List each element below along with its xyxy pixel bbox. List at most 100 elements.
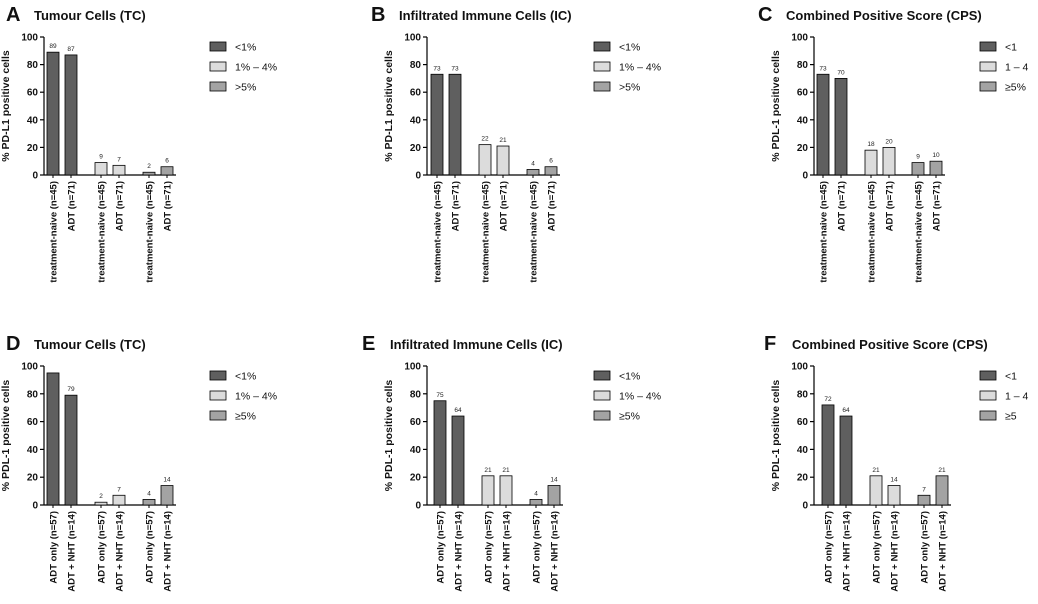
bar xyxy=(529,499,543,506)
data-label: 14 xyxy=(890,477,898,484)
x-tick-label: ADT only (n=57) xyxy=(872,511,883,584)
y-tick-label: 40 xyxy=(410,115,422,126)
panel-a: A Tumour Cells (TC) % PD-L1 positive cells… xyxy=(0,4,277,283)
y-tick-label: 20 xyxy=(410,143,422,154)
bar xyxy=(478,144,492,176)
legend-label: >5% xyxy=(619,82,640,94)
x-tick-label: ADT (n=71) xyxy=(932,181,943,231)
y-tick-label: 60 xyxy=(27,417,39,428)
y-tick-label: 80 xyxy=(410,389,422,400)
y-tick-label: 0 xyxy=(32,501,38,512)
y-tick-label: 60 xyxy=(797,88,809,99)
data-label: 9 xyxy=(916,154,920,161)
bar xyxy=(46,51,60,176)
chart-title: Tumour Cells (TC) xyxy=(34,8,146,23)
data-label: 21 xyxy=(499,137,507,144)
bar xyxy=(64,394,78,506)
bar xyxy=(433,400,447,506)
y-tick-label: 100 xyxy=(791,33,808,44)
data-label: 79 xyxy=(67,386,75,393)
legend-swatch xyxy=(593,81,611,92)
bar xyxy=(46,372,60,506)
bar xyxy=(64,54,78,176)
y-axis-label: % PD-L1 positive cells xyxy=(383,50,395,162)
y-tick-label: 80 xyxy=(410,60,422,71)
bar xyxy=(451,415,465,506)
data-label: 2 xyxy=(147,163,151,170)
x-tick-label: treatment-naive (n=45) xyxy=(481,181,492,283)
bar xyxy=(864,149,878,176)
y-tick-label: 100 xyxy=(404,362,421,373)
data-label: 70 xyxy=(837,69,845,76)
y-tick-label: 40 xyxy=(27,115,39,126)
legend-label: ≥5% xyxy=(619,411,640,423)
x-tick-label: treatment-naive (n=45) xyxy=(145,181,156,283)
chart-title: Infiltrated Immune Cells (IC) xyxy=(390,337,563,352)
data-label: 75 xyxy=(436,392,444,399)
bar xyxy=(816,73,830,176)
x-tick-label: ADT only (n=57) xyxy=(436,511,447,584)
data-label: 7 xyxy=(117,156,121,163)
y-axis-label: % PDL-1 positive cells xyxy=(770,380,782,492)
legend-label: ≥5% xyxy=(1005,82,1026,94)
x-tick-label: treatment-naive (n=45) xyxy=(97,181,108,283)
y-tick-label: 20 xyxy=(27,143,39,154)
panel-letter: E xyxy=(362,333,375,355)
panel-letter: A xyxy=(6,4,20,26)
y-tick-label: 60 xyxy=(410,88,422,99)
x-tick-label: ADT only (n=57) xyxy=(97,511,108,584)
y-tick-label: 0 xyxy=(415,501,421,512)
data-label: 7 xyxy=(922,486,926,493)
data-label: 21 xyxy=(502,467,510,474)
bar xyxy=(112,164,126,176)
legend-swatch xyxy=(593,370,611,381)
x-tick-label: ADT (n=71) xyxy=(451,181,462,231)
y-tick-label: 20 xyxy=(797,473,809,484)
legend-swatch xyxy=(979,41,997,52)
bar xyxy=(834,78,848,176)
legend-label: 1% – 4% xyxy=(619,391,661,403)
data-label: 21 xyxy=(484,467,492,474)
legend-swatch xyxy=(979,390,997,401)
chart-title: Combined Positive Score (CPS) xyxy=(792,337,988,352)
bar xyxy=(821,404,835,506)
x-tick-label: ADT (n=71) xyxy=(115,181,126,231)
legend-swatch xyxy=(979,61,997,72)
y-tick-label: 20 xyxy=(410,473,422,484)
x-tick-label: ADT + NHT (n=14) xyxy=(454,511,465,592)
legend-label: 1% – 4% xyxy=(235,62,277,74)
bar xyxy=(547,485,561,506)
bar xyxy=(160,166,174,176)
panel-b: B Infiltrated Immune Cells (IC) % PD-L1 po… xyxy=(371,4,661,283)
bar xyxy=(839,415,853,506)
data-label: 22 xyxy=(481,136,489,143)
bar xyxy=(544,166,558,176)
y-axis-label: % PDL-1 positive cells xyxy=(770,50,782,162)
data-label: 14 xyxy=(163,477,171,484)
data-label: 21 xyxy=(938,467,946,474)
legend-swatch xyxy=(593,61,611,72)
panel-d: D Tumour Cells (TC) % PDL-1 positive cells… xyxy=(0,333,277,592)
x-tick-label: ADT + NHT (n=14) xyxy=(890,511,901,592)
data-label: 4 xyxy=(531,160,535,167)
x-tick-label: ADT (n=71) xyxy=(885,181,896,231)
data-label: 72 xyxy=(824,396,832,403)
y-tick-label: 40 xyxy=(797,445,809,456)
x-tick-label: ADT (n=71) xyxy=(67,181,78,231)
x-tick-label: ADT only (n=57) xyxy=(920,511,931,584)
bar xyxy=(917,494,931,506)
legend-label: 1 – 4 xyxy=(1005,391,1029,403)
x-tick-label: ADT only (n=57) xyxy=(484,511,495,584)
data-label: 14 xyxy=(550,477,558,484)
legend-swatch xyxy=(209,370,227,381)
y-tick-label: 80 xyxy=(797,389,809,400)
data-label: 89 xyxy=(49,43,57,50)
y-axis-label: % PDL-1 positive cells xyxy=(383,380,395,492)
chart-title: Combined Positive Score (CPS) xyxy=(786,8,982,23)
data-label: 73 xyxy=(819,65,827,72)
legend-label: <1% xyxy=(619,42,640,54)
bar xyxy=(94,162,108,176)
panel-e: E Infiltrated Immune Cells (IC) % PDL-1 po… xyxy=(362,333,661,592)
data-label: 21 xyxy=(872,467,880,474)
chart-title: Infiltrated Immune Cells (IC) xyxy=(399,8,572,23)
